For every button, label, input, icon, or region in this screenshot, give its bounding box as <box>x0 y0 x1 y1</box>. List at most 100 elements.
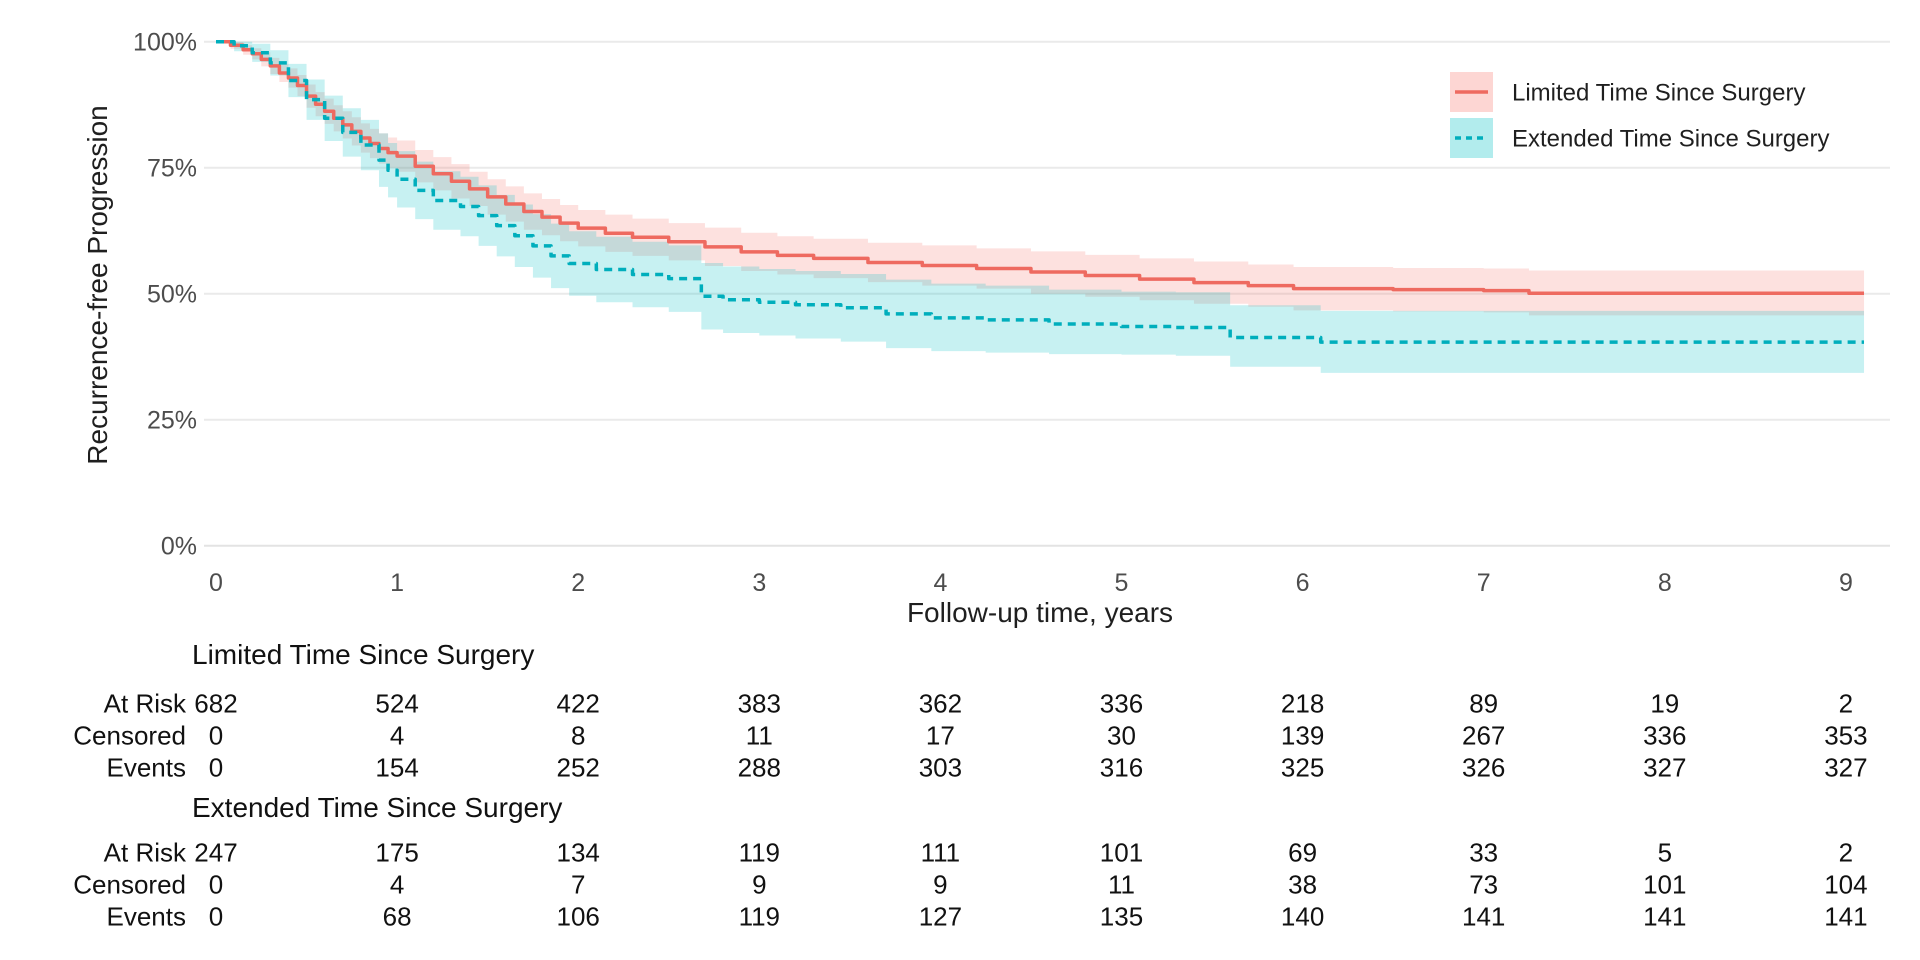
confidence-band-extended <box>216 41 1865 373</box>
risk-count-cell: 141 <box>1461 901 1506 932</box>
legend-label-extended: Extended Time Since Surgery <box>1512 125 1830 152</box>
km-plot-svg: 100% 75% 50% 25% 0% 0 1 2 3 4 5 6 7 8 9 Follow-up tim… <box>82 28 1890 628</box>
risk-count-cell: 362 <box>918 688 963 719</box>
risk-count-cell: 140 <box>1280 901 1325 932</box>
risk-count-cell: 9 <box>933 869 948 900</box>
x-tick-label: 0 <box>209 569 223 597</box>
risk-count-cell: 316 <box>1099 752 1144 783</box>
risk-count-cell: 0 <box>208 901 224 932</box>
risk-count-cell: 111 <box>920 837 961 868</box>
risk-count-cell: 7 <box>570 869 586 900</box>
risk-count-cell: 141 <box>1824 901 1868 932</box>
gridlines <box>204 40 1890 547</box>
risk-count-cell: 325 <box>1280 752 1325 783</box>
risk-count-cell: 267 <box>1461 720 1506 751</box>
y-tick-label: 50% <box>147 280 197 308</box>
x-tick-label: 7 <box>1477 569 1491 597</box>
confidence-bands <box>216 41 1865 373</box>
risk-count-cell: 104 <box>1824 869 1868 900</box>
risk-row-label: Events <box>106 901 187 932</box>
risk-count-cell: 353 <box>1824 720 1868 751</box>
x-tick-label: 5 <box>1115 569 1129 597</box>
risk-count-cell: 0 <box>208 720 224 751</box>
risk-count-cell: 247 <box>194 837 238 868</box>
y-tick-label: 100% <box>133 28 197 56</box>
risk-count-cell: 288 <box>737 752 781 783</box>
x-axis-tick-labels: 0 1 2 3 4 5 6 7 8 9 <box>209 569 1853 597</box>
risk-count-cell: 17 <box>925 720 955 751</box>
risk-count-cell: 4 <box>389 869 405 900</box>
risk-count-cell: 4 <box>389 720 405 751</box>
risk-count-cell: 33 <box>1469 837 1499 868</box>
risk-count-cell: 0 <box>208 869 224 900</box>
risk-row-label: Censored <box>73 869 186 900</box>
x-tick-label: 1 <box>390 569 404 597</box>
x-tick-label: 3 <box>752 569 766 597</box>
risk-count-cell: 101 <box>1099 837 1144 868</box>
x-tick-label: 2 <box>571 569 585 597</box>
risk-count-cell: 2 <box>1838 837 1854 868</box>
risk-count-cell: 336 <box>1099 688 1144 719</box>
risk-count-cell: 303 <box>918 752 963 783</box>
risk-count-cell: 119 <box>738 837 781 868</box>
risk-count-cell: 175 <box>375 837 419 868</box>
y-tick-label: 0% <box>161 532 197 560</box>
risk-count-cell: 11 <box>745 720 773 751</box>
risk-count-cell: 9 <box>752 869 767 900</box>
risk-row-label: Censored <box>73 720 186 751</box>
risk-count-cell: 252 <box>556 752 600 783</box>
risk-count-cell: 383 <box>737 688 781 719</box>
y-axis-tick-labels: 100% 75% 50% 25% 0% <box>133 28 197 560</box>
risk-count-cell: 68 <box>382 901 412 932</box>
risk-count-cell: 73 <box>1469 869 1499 900</box>
legend: Limited Time Since Surgery Extended Time … <box>1450 72 1830 158</box>
survival-curve-limited <box>216 39 1865 295</box>
risk-count-cell: 106 <box>556 901 600 932</box>
x-tick-label: 6 <box>1296 569 1310 597</box>
legend-label-limited: Limited Time Since Surgery <box>1512 79 1805 106</box>
y-axis-title: Recurrence-free Progression <box>82 105 113 465</box>
y-tick-label: 25% <box>147 406 197 434</box>
risk-count-cell: 326 <box>1461 752 1506 783</box>
x-axis-title: Follow-up time, years <box>907 597 1173 628</box>
risk-count-cell: 682 <box>194 688 238 719</box>
risk-count-cell: 119 <box>738 901 781 932</box>
confidence-band-limited <box>216 41 1865 316</box>
risk-row-label: Events <box>106 752 187 783</box>
risk-count-cell: 154 <box>375 752 419 783</box>
risk-count-cell: 0 <box>208 752 224 783</box>
risk-row-label: At Risk <box>103 688 186 719</box>
risk-count-cell: 336 <box>1643 720 1687 751</box>
survival-curves <box>216 39 1865 344</box>
risk-count-cell: 2 <box>1838 688 1854 719</box>
x-tick-label: 8 <box>1658 569 1672 597</box>
risk-count-cell: 139 <box>1280 720 1325 751</box>
risk-count-cell: 327 <box>1824 752 1868 783</box>
risk-count-cell: 127 <box>918 901 963 932</box>
risk-group-header: Limited Time Since Surgery <box>192 639 535 670</box>
y-tick-label: 75% <box>147 154 197 182</box>
x-tick-label: 4 <box>933 569 947 597</box>
risk-row-label: At Risk <box>103 837 186 868</box>
risk-count-cell: 218 <box>1280 688 1325 719</box>
risk-count-cell: 11 <box>1108 869 1135 900</box>
risk-count-cell: 8 <box>570 720 586 751</box>
risk-count-cell: 69 <box>1288 837 1318 868</box>
risk-count-cell: 524 <box>375 688 419 719</box>
risk-count-cell: 101 <box>1643 869 1687 900</box>
risk-count-cell: 38 <box>1288 869 1318 900</box>
risk-count-cell: 135 <box>1099 901 1144 932</box>
risk-count-cell: 327 <box>1643 752 1687 783</box>
risk-count-cell: 19 <box>1650 688 1680 719</box>
risk-count-cell: 422 <box>556 688 600 719</box>
risk-count-cell: 30 <box>1107 720 1136 751</box>
risk-count-cell: 5 <box>1657 837 1673 868</box>
risk-count-cell: 134 <box>556 837 600 868</box>
risk-count-cell: 141 <box>1643 901 1687 932</box>
survival-curve-extended <box>216 39 1865 344</box>
risk-count-cell: 89 <box>1469 688 1499 719</box>
x-tick-label: 9 <box>1839 569 1853 597</box>
risk-group-header: Extended Time Since Surgery <box>192 792 563 823</box>
